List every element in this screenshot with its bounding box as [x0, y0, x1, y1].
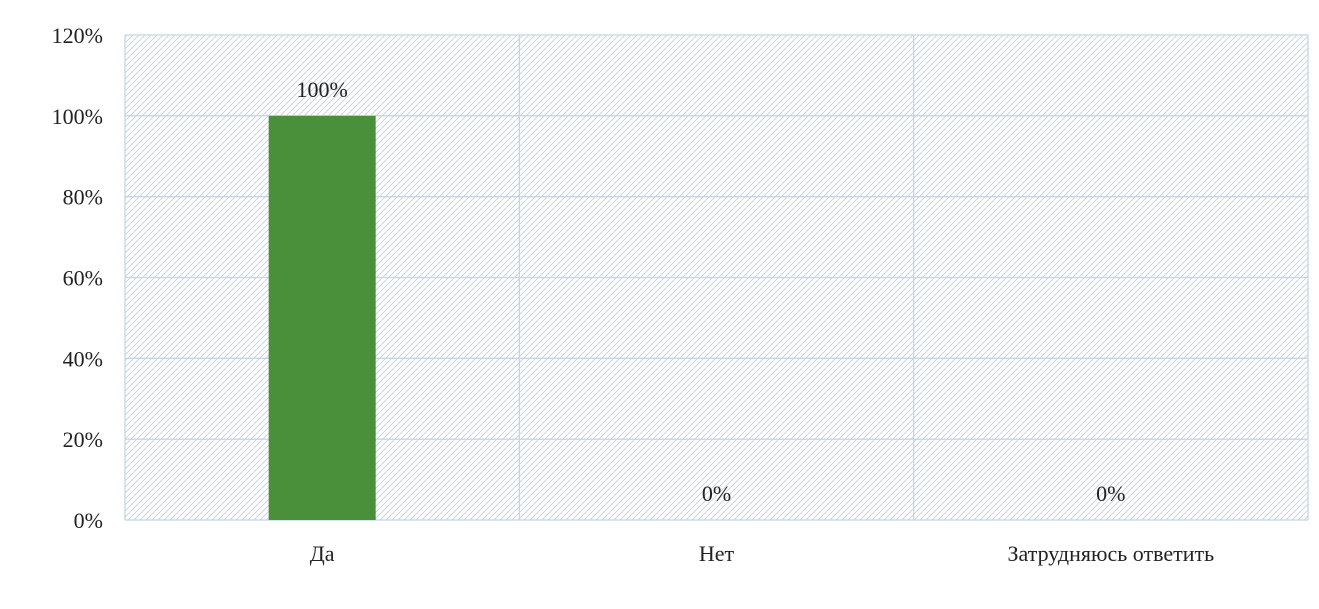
y-tick-label: 60%: [63, 266, 103, 291]
y-tick-label: 20%: [63, 427, 103, 452]
data-label: 0%: [1096, 481, 1125, 506]
x-category-label: Да: [310, 541, 335, 566]
y-tick-label: 120%: [52, 23, 103, 48]
y-tick-label: 80%: [63, 185, 103, 210]
x-category-label: Затрудняюсь ответить: [1008, 541, 1215, 566]
x-category-label: Нет: [699, 541, 735, 566]
bar: [268, 115, 376, 520]
data-label: 0%: [702, 481, 731, 506]
data-label: 100%: [297, 77, 348, 102]
y-tick-label: 0%: [74, 508, 103, 533]
y-tick-label: 40%: [63, 346, 103, 371]
y-tick-label: 100%: [52, 104, 103, 129]
